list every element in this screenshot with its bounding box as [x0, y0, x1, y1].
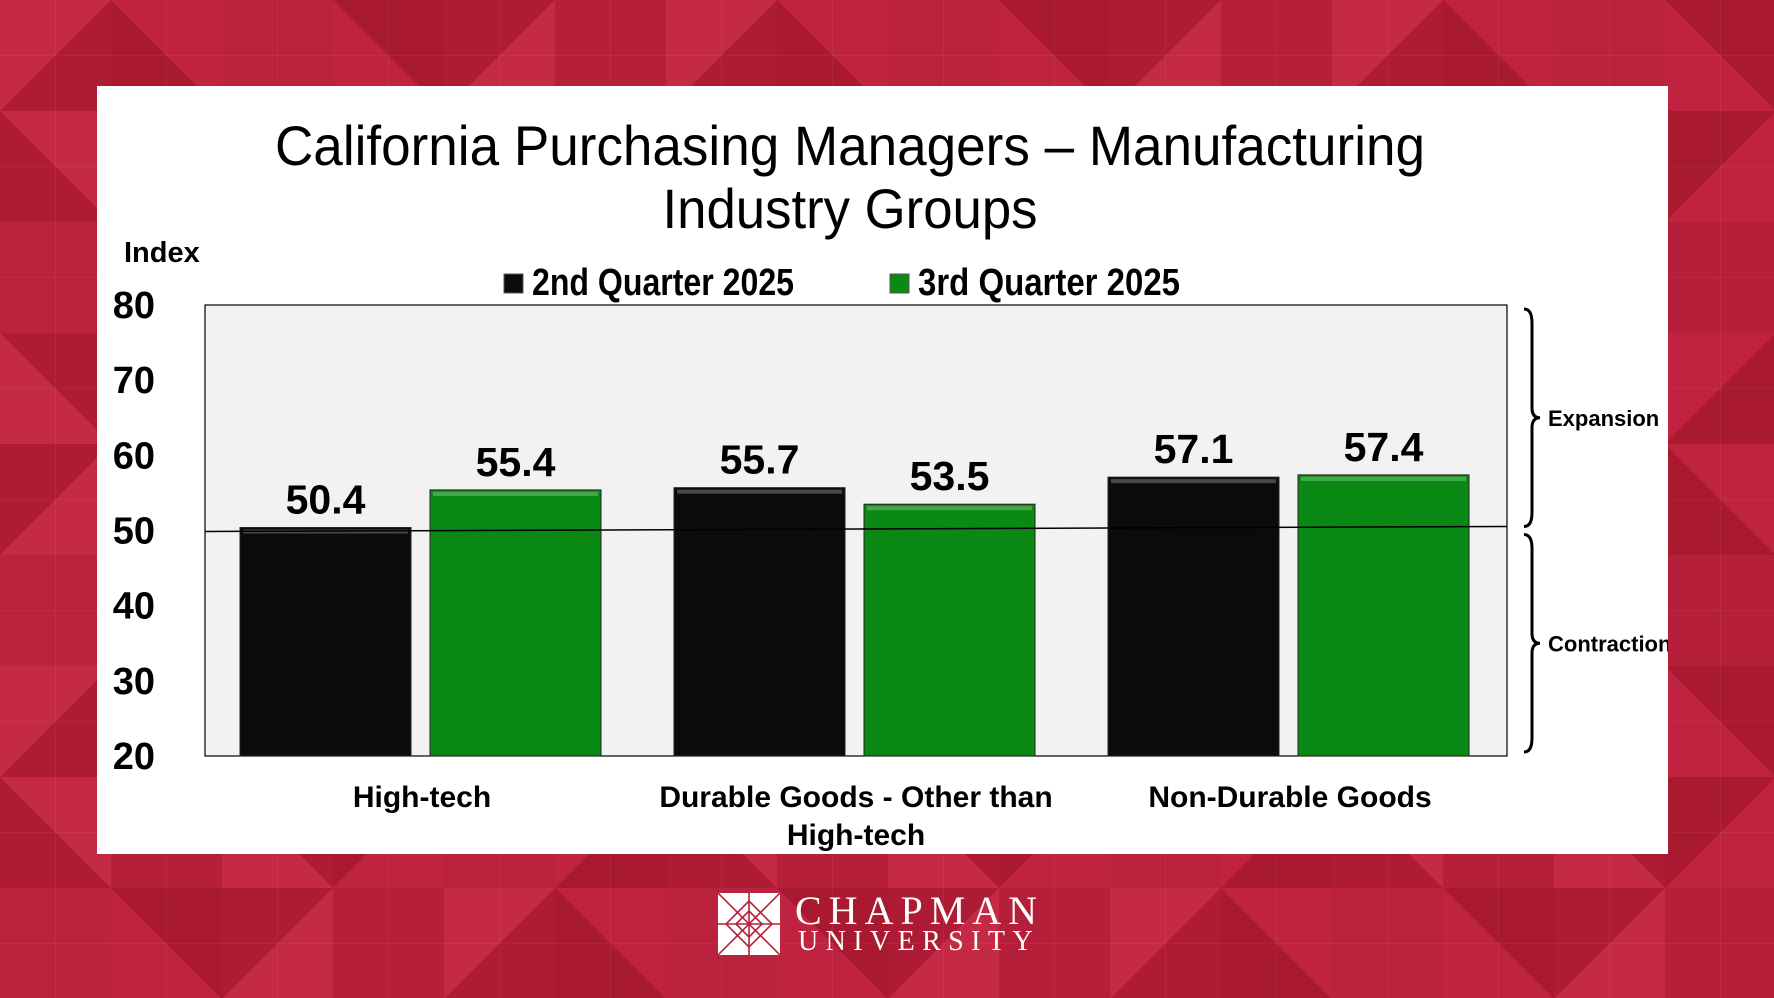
bar-chart: California Purchasing Managers – Manufac…	[113, 114, 1668, 852]
bar-highlight	[433, 491, 598, 496]
reference-line-50	[204, 525, 1508, 533]
annotation-label: Expansion	[1548, 406, 1659, 431]
data-label: 50.4	[286, 476, 366, 522]
chart-title-line: California Purchasing Managers – Manufac…	[275, 114, 1425, 177]
legend-swatch	[503, 273, 524, 294]
data-label: 53.5	[910, 453, 990, 499]
category-label: Durable Goods - Other than	[659, 781, 1052, 814]
annotation-label: Contraction	[1548, 631, 1668, 656]
annotation-brace	[1523, 533, 1541, 754]
data-label: 57.4	[1344, 424, 1424, 470]
bar-highlight	[677, 489, 842, 494]
bar-highlight	[867, 506, 1032, 511]
bar	[1297, 474, 1470, 757]
chart-title-line: Industry Groups	[663, 177, 1038, 240]
category-label: High-tech	[353, 781, 491, 814]
legend-label: 2nd Quarter 2025	[532, 262, 794, 304]
logo-subtitle: UNIVERSITY	[798, 926, 1040, 957]
bar	[1107, 476, 1280, 757]
data-label: 55.4	[476, 439, 556, 485]
y-axis-label: Index	[124, 237, 200, 269]
y-tick-label: 80	[113, 285, 155, 327]
logo-name: CHAPMAN	[795, 888, 1045, 933]
chapman-university-logo: CHAPMAN UNIVERSITY	[718, 891, 1058, 957]
bar-highlight	[1301, 476, 1466, 481]
bar	[673, 487, 846, 757]
legend-swatch	[889, 273, 910, 294]
y-tick-label: 40	[113, 586, 155, 628]
bar	[239, 526, 412, 757]
category-label: Non-Durable Goods	[1148, 781, 1431, 814]
data-label: 55.7	[720, 437, 800, 483]
y-tick-label: 30	[113, 661, 155, 703]
y-tick-label: 20	[113, 736, 155, 778]
bar	[429, 489, 602, 757]
bar	[863, 503, 1036, 757]
category-label: High-tech	[787, 819, 925, 852]
y-tick-label: 60	[113, 435, 155, 477]
chapman-logo-icon	[718, 893, 780, 955]
legend-label: 3rd Quarter 2025	[918, 262, 1180, 304]
annotation-brace	[1523, 307, 1541, 528]
chart-panel: California Purchasing Managers – Manufac…	[97, 86, 1668, 854]
bar-highlight	[1111, 479, 1276, 484]
data-label: 57.1	[1154, 426, 1234, 472]
y-tick-label: 70	[113, 360, 155, 402]
y-tick-label: 50	[113, 511, 155, 553]
